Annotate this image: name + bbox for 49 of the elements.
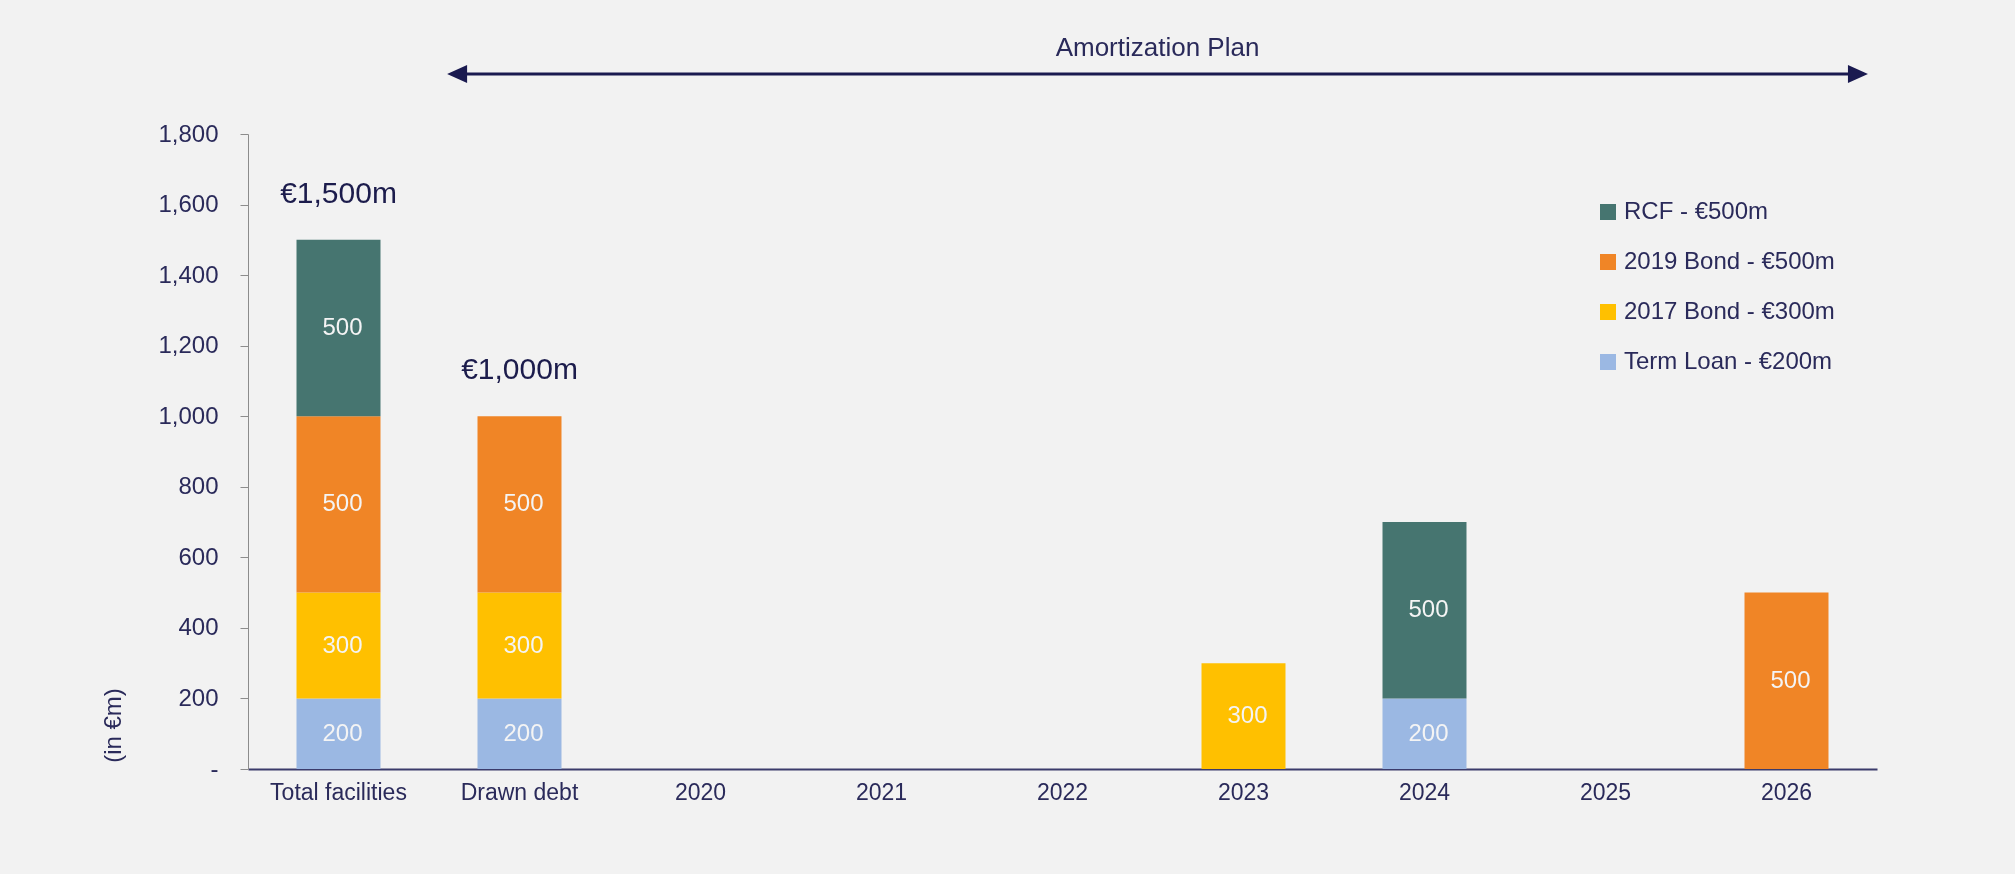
y-tick-label: 800 xyxy=(178,472,219,500)
bar xyxy=(296,239,381,417)
data-label: 500 xyxy=(1408,595,1449,623)
bar xyxy=(477,416,562,593)
legend-label: Term Loan - €200m xyxy=(1624,347,1833,374)
legend-label: 2017 Bond - €300m xyxy=(1624,297,1835,324)
bar xyxy=(1382,698,1467,769)
total-label: €1,000m xyxy=(461,352,578,386)
legend-label: RCF - €500m xyxy=(1624,197,1769,224)
x-tick-label: 2020 xyxy=(674,778,727,805)
y-tick-label: 600 xyxy=(178,542,219,570)
legend-label: 2019 Bond - €500m xyxy=(1624,247,1835,274)
y-tick-label: 1,200 xyxy=(158,331,219,359)
text: Amortization Plan xyxy=(1055,32,1260,62)
data-label: 300 xyxy=(322,630,363,658)
y-tick-label: - xyxy=(210,754,219,782)
data-label: 200 xyxy=(1408,718,1449,746)
x-tick-label: 2023 xyxy=(1217,778,1270,805)
bar xyxy=(1382,522,1467,699)
data-label: 200 xyxy=(503,718,544,746)
bar xyxy=(477,698,562,769)
data-label: 200 xyxy=(322,718,363,746)
y-tick-label: 1,600 xyxy=(158,190,219,218)
x-tick-label: 2022 xyxy=(1036,778,1089,805)
data-label: 300 xyxy=(1227,701,1268,729)
x-tick-label: Drawn debt xyxy=(460,778,579,805)
bar xyxy=(1201,663,1286,769)
bar xyxy=(477,592,562,699)
data-label: 500 xyxy=(1770,665,1811,693)
bar xyxy=(296,592,381,699)
x-tick-label: 2021 xyxy=(855,778,908,805)
y-tick-label: 1,000 xyxy=(158,401,219,429)
x-tick-label: 2025 xyxy=(1579,778,1632,805)
x-tick-label: 2026 xyxy=(1760,778,1813,805)
y-tick-label: 200 xyxy=(178,683,219,711)
data-label: 300 xyxy=(503,630,544,658)
bar xyxy=(1744,592,1829,769)
data-label: 500 xyxy=(322,313,363,341)
data-label: 500 xyxy=(322,489,363,517)
y-tick-label: 1,800 xyxy=(158,119,219,147)
y-axis-title: (in €m) xyxy=(98,688,126,763)
y-tick-label: 1,400 xyxy=(158,260,219,288)
data-label: 500 xyxy=(503,489,544,517)
y-tick-label: 400 xyxy=(178,613,219,641)
x-tick-label: 2024 xyxy=(1398,778,1451,805)
total-label: €1,500m xyxy=(280,175,397,209)
bar xyxy=(296,416,381,593)
bar xyxy=(296,698,381,769)
x-tick-label: Total facilities xyxy=(270,778,407,805)
